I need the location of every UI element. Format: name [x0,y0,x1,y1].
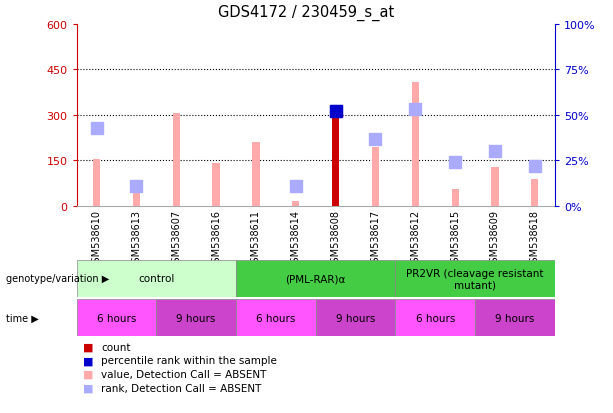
Text: 9 hours: 9 hours [495,313,535,323]
Bar [412,82,419,206]
Bar [316,299,395,337]
Bar [372,147,379,206]
Bar [236,299,316,337]
Text: 9 hours: 9 hours [177,313,216,323]
Text: time ▶: time ▶ [6,313,39,323]
Bar [253,143,259,206]
Bar [173,114,180,206]
Text: GDS4172 / 230459_s_at: GDS4172 / 230459_s_at [218,4,395,21]
Text: percentile rank within the sample: percentile rank within the sample [101,356,277,366]
Bar [395,299,475,337]
Text: 6 hours: 6 hours [256,313,295,323]
Text: rank, Detection Call = ABSENT: rank, Detection Call = ABSENT [101,383,262,393]
Text: genotype/variation ▶: genotype/variation ▶ [6,274,109,284]
Bar [292,202,299,206]
Text: 6 hours: 6 hours [97,313,136,323]
Bar [332,107,339,206]
Text: ■: ■ [83,356,93,366]
Text: count: count [101,342,131,352]
Text: ■: ■ [83,383,93,393]
Bar [213,164,219,206]
Bar [156,299,236,337]
Text: 6 hours: 6 hours [416,313,455,323]
Bar [77,260,236,297]
Text: 9 hours: 9 hours [336,313,375,323]
Text: ■: ■ [83,369,93,379]
Text: (PML-RAR)α: (PML-RAR)α [286,274,346,284]
Text: control: control [138,274,175,284]
Bar [395,260,555,297]
Bar [77,299,156,337]
Bar [531,179,538,206]
Bar [475,299,555,337]
Bar [236,260,395,297]
Bar [133,188,140,206]
Text: PR2VR (cleavage resistant
mutant): PR2VR (cleavage resistant mutant) [406,268,544,290]
Text: value, Detection Call = ABSENT: value, Detection Call = ABSENT [101,369,267,379]
Bar [452,190,459,206]
Text: ■: ■ [83,342,93,352]
Bar [492,167,498,206]
Bar [93,159,100,206]
